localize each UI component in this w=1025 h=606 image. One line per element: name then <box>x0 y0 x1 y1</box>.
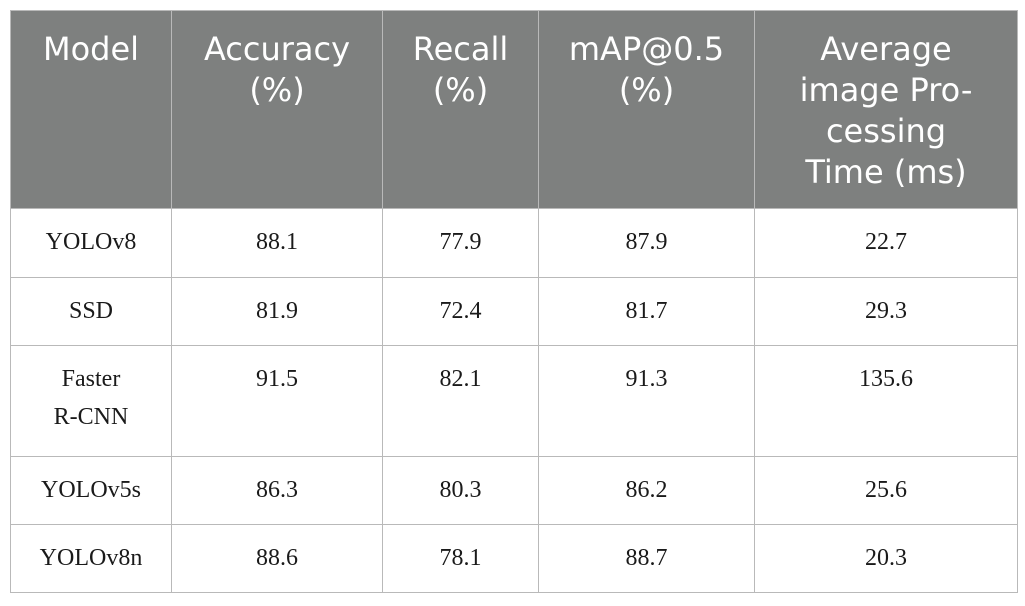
cell-map: 87.9 <box>538 208 755 278</box>
cell-accuracy: 81.9 <box>171 277 383 346</box>
cell-model: YOLOv5s <box>10 456 172 525</box>
header-time-line-2: image Pro- <box>799 71 973 109</box>
cell-time: 29.3 <box>754 277 1018 346</box>
header-row: Model Accuracy (%) Recall (%) mAP@0.5 (%… <box>10 10 1018 209</box>
table-row: YOLOv8n 88.6 78.1 88.7 20.3 <box>10 524 1018 593</box>
header-model-line-1: Model <box>42 30 140 68</box>
header-accuracy: Accuracy (%) <box>171 10 383 209</box>
cell-map: 86.2 <box>538 456 755 525</box>
cell-recall: 72.4 <box>382 277 539 346</box>
header-model: Model <box>10 10 172 209</box>
cell-model: SSD <box>10 277 172 346</box>
cell-accuracy: 86.3 <box>171 456 383 525</box>
table-body: YOLOv8 88.1 77.9 87.9 22.7 SSD 81.9 72.4… <box>10 208 1018 593</box>
results-table-container: Model Accuracy (%) Recall (%) mAP@0.5 (%… <box>10 10 1018 593</box>
table-row: YOLOv5s 86.3 80.3 86.2 25.6 <box>10 456 1018 525</box>
table-row: SSD 81.9 72.4 81.7 29.3 <box>10 277 1018 346</box>
header-map: mAP@0.5 (%) <box>538 10 755 209</box>
header-time-line-1: Average <box>820 30 952 68</box>
cell-map: 88.7 <box>538 524 755 593</box>
model-comparison-table: Model Accuracy (%) Recall (%) mAP@0.5 (%… <box>10 10 1018 593</box>
table-header: Model Accuracy (%) Recall (%) mAP@0.5 (%… <box>10 10 1018 209</box>
header-recall: Recall (%) <box>382 10 539 209</box>
cell-time: 22.7 <box>754 208 1018 278</box>
header-map-line-1: mAP@0.5 <box>568 30 725 68</box>
header-recall-line-1: Recall <box>412 30 509 68</box>
cell-time: 25.6 <box>754 456 1018 525</box>
model-name: YOLOv8n <box>39 545 143 571</box>
model-name-line-2: R-CNN <box>53 404 129 430</box>
model-name: YOLOv5s <box>41 477 141 503</box>
cell-recall: 80.3 <box>382 456 539 525</box>
cell-accuracy: 88.6 <box>171 524 383 593</box>
header-time-line-3: cessing <box>825 112 947 150</box>
cell-time: 20.3 <box>754 524 1018 593</box>
cell-accuracy: 88.1 <box>171 208 383 278</box>
table-row: Faster R-CNN 91.5 82.1 91.3 135.6 <box>10 345 1018 457</box>
header-accuracy-line-2: (%) <box>249 71 305 109</box>
cell-model: YOLOv8n <box>10 524 172 593</box>
cell-recall: 82.1 <box>382 345 539 457</box>
header-accuracy-line-1: Accuracy <box>203 30 351 68</box>
header-recall-line-2: (%) <box>432 71 489 109</box>
cell-recall: 78.1 <box>382 524 539 593</box>
header-processing-time: Average image Pro- cessing Time (ms) <box>754 10 1018 209</box>
header-map-line-2: (%) <box>618 71 675 109</box>
table-row: YOLOv8 88.1 77.9 87.9 22.7 <box>10 208 1018 278</box>
header-time-line-4: Time (ms) <box>805 153 967 191</box>
cell-map: 81.7 <box>538 277 755 346</box>
model-name: SSD <box>68 298 114 324</box>
cell-model: YOLOv8 <box>10 208 172 278</box>
cell-map: 91.3 <box>538 345 755 457</box>
cell-time: 135.6 <box>754 345 1018 457</box>
cell-accuracy: 91.5 <box>171 345 383 457</box>
model-name-line-1: Faster <box>61 366 121 392</box>
cell-recall: 77.9 <box>382 208 539 278</box>
cell-model: Faster R-CNN <box>10 345 172 457</box>
model-name: YOLOv8 <box>45 229 137 255</box>
